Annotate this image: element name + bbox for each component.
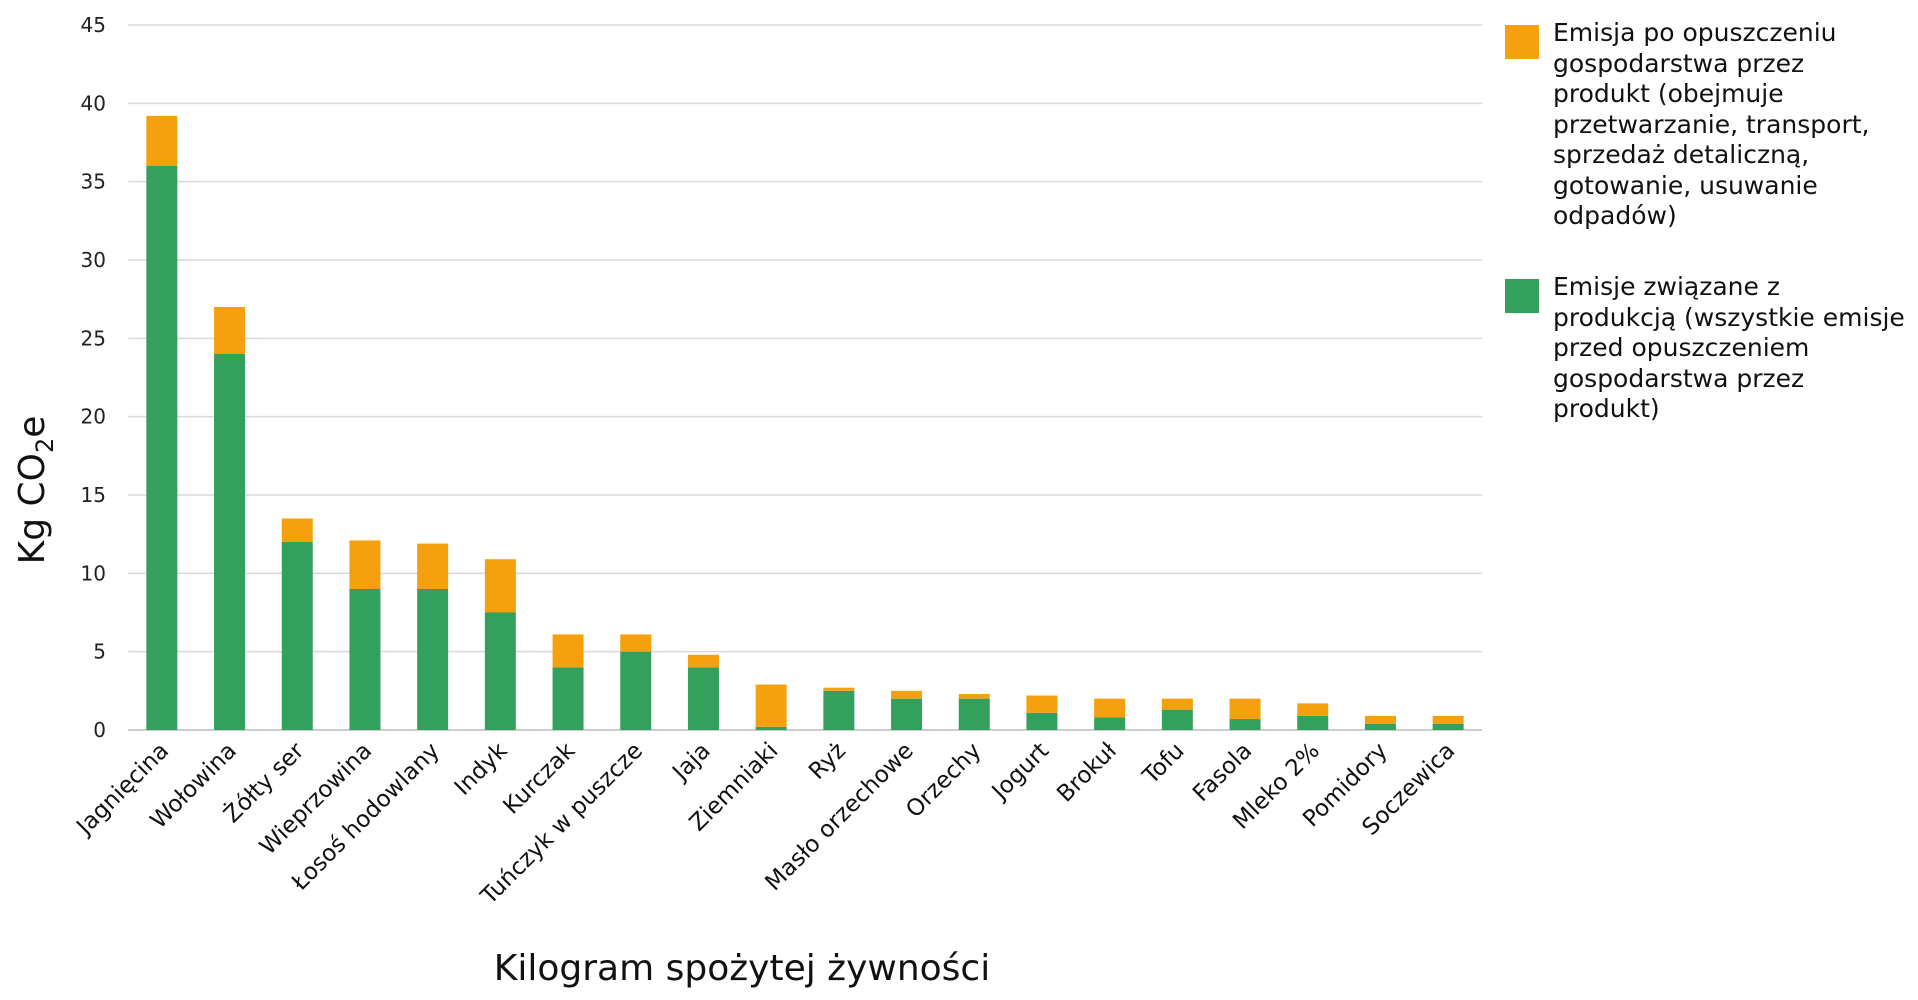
bar-segment-post-farm <box>823 687 855 691</box>
category-label: Ryż <box>804 738 851 785</box>
bar-segment-production <box>146 166 178 730</box>
bar-segment-post-farm <box>958 693 990 699</box>
bar-segment-production <box>1297 715 1329 730</box>
category-label: Indyk <box>450 737 513 800</box>
y-tick-label: 20 <box>81 405 106 429</box>
y-tick-label: 10 <box>81 561 106 585</box>
legend-label-production: Emisje związane z produkcją (wszystkie e… <box>1553 272 1905 423</box>
bar-segment-post-farm <box>484 559 516 613</box>
ticks-layer: 0 5 10 15 20 25 30 35 40 45 <box>81 13 106 742</box>
y-tick-label: 25 <box>81 326 106 350</box>
bar-segment-production <box>349 589 381 730</box>
legend-label-post-farm: Emisja po opuszczeniu gospodarstwa przez… <box>1553 18 1870 230</box>
bar-segment-post-farm <box>755 684 787 727</box>
bar-segment-post-farm <box>214 307 246 354</box>
y-tick-label: 5 <box>93 640 106 664</box>
bar-segment-production <box>1094 717 1126 730</box>
bar-segment-post-farm <box>1432 715 1464 724</box>
grid-layer <box>128 24 1482 731</box>
bar-segment-production <box>823 690 855 730</box>
bar-segment-production <box>1432 723 1464 730</box>
bar-segment-post-farm <box>687 654 719 668</box>
category-label: Orzechy <box>901 738 986 823</box>
bar-segment-production <box>620 651 652 730</box>
bar-segment-post-farm <box>620 634 652 652</box>
bar-segment-post-farm <box>1094 698 1126 718</box>
y-tick-label: 0 <box>93 718 106 742</box>
bar-segment-post-farm <box>1297 703 1329 716</box>
bar-segment-post-farm <box>1161 698 1193 710</box>
bar-segment-post-farm <box>417 543 449 589</box>
bar-segment-post-farm <box>349 540 381 589</box>
category-label: Jaja <box>667 738 716 787</box>
bar-segment-post-farm <box>1364 715 1396 724</box>
x-axis-title: Kilogram spożytej żywności <box>494 948 990 989</box>
y-tick-label: 15 <box>81 483 106 507</box>
category-label: Jogurt <box>986 738 1054 806</box>
bar-segment-post-farm <box>146 115 178 166</box>
bar-segment-production <box>1229 719 1261 730</box>
y-axis-title-subscript: 2 <box>31 438 59 453</box>
bar-segment-production <box>891 698 923 730</box>
bar-segment-production <box>214 354 246 730</box>
bar-segment-post-farm <box>1229 698 1261 720</box>
bar-segment-post-farm <box>552 634 584 668</box>
bar-segment-production <box>1161 709 1193 730</box>
y-tick-label: 30 <box>81 248 106 272</box>
bar-segment-production <box>958 698 990 730</box>
legend-swatch-post-farm <box>1505 25 1539 59</box>
bar-segment-post-farm <box>1026 695 1058 713</box>
bar-segment-post-farm <box>891 690 923 699</box>
bar-segment-post-farm <box>281 518 313 542</box>
category-label: Tofu <box>1137 738 1189 790</box>
bar-segment-production <box>281 542 313 730</box>
y-axis-title-end: e <box>12 416 53 438</box>
category-label: Brokuł <box>1052 738 1122 808</box>
y-tick-label: 35 <box>81 170 106 194</box>
y-tick-label: 40 <box>81 91 106 115</box>
y-axis-title: Kg CO2e <box>12 416 59 565</box>
y-tick-label: 45 <box>81 13 106 37</box>
bar-segment-production <box>417 589 449 730</box>
legend-swatch-production <box>1505 279 1539 313</box>
bars-layer <box>146 115 1464 730</box>
bar-segment-production <box>687 667 719 730</box>
y-axis-title-main: Kg CO <box>12 453 53 564</box>
bar-segment-production <box>1026 712 1058 730</box>
bar-segment-production <box>484 612 516 730</box>
bar-segment-production <box>552 667 584 730</box>
bar-segment-production <box>1364 723 1396 730</box>
bar-segment-production <box>755 726 787 730</box>
